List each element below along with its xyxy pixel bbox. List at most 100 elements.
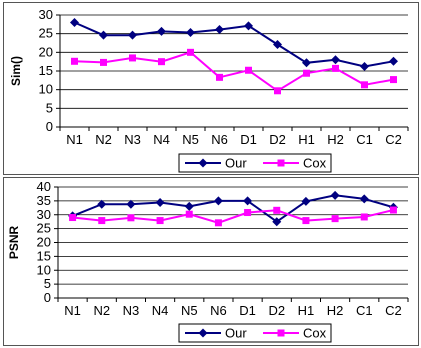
y-axis-label: PSNR xyxy=(7,225,21,259)
data-point-our xyxy=(273,39,282,49)
data-point-our xyxy=(99,30,108,40)
legend-marker-our xyxy=(198,328,208,338)
y-tick-label: 40 xyxy=(37,179,51,194)
data-point-our xyxy=(389,56,398,66)
data-point-our xyxy=(272,217,282,227)
y-tick-label: 0 xyxy=(44,290,51,305)
x-tick-label: D2 xyxy=(269,132,286,147)
psnr-chart-panel: 0 5 10 15 20 25 30 35 40 N1 N2 N3 N4 N5 N6 D1 D2 H1 H2 C1 C2… xyxy=(3,177,419,346)
x-tick-label: C2 xyxy=(385,132,402,147)
x-tick-label: H1 xyxy=(298,132,315,147)
data-point-our xyxy=(128,30,137,40)
data-point-cox xyxy=(98,217,106,225)
data-point-cox xyxy=(331,215,339,223)
x-tick-label: H2 xyxy=(327,132,344,147)
data-point-our xyxy=(359,194,369,204)
data-point-cox xyxy=(389,206,397,214)
x-tick-label: N6 xyxy=(211,132,228,147)
x-tick-label: C1 xyxy=(356,303,373,318)
data-point-cox xyxy=(158,58,165,66)
x-tick-label: H1 xyxy=(298,303,315,318)
x-tick-label: N5 xyxy=(182,132,199,147)
data-point-cox xyxy=(127,214,135,222)
data-point-cox xyxy=(214,219,222,227)
y-tick-label: 15 xyxy=(37,248,51,263)
series-line-our xyxy=(72,194,394,223)
data-point-our xyxy=(243,196,253,206)
legend-box xyxy=(178,153,332,173)
legend-marker-cox xyxy=(277,159,285,167)
y-axis-label: Sim() xyxy=(9,56,23,86)
data-point-our xyxy=(331,55,340,65)
data-point-our xyxy=(360,62,369,72)
data-point-our xyxy=(330,190,340,200)
x-tick-label: N6 xyxy=(210,303,227,318)
x-tick-label: N4 xyxy=(152,303,169,318)
data-point-cox xyxy=(185,210,193,218)
data-point-cox xyxy=(245,66,252,74)
legend-label-our: Our xyxy=(225,326,247,341)
x-tick-label: N4 xyxy=(153,132,170,147)
y-tick-label: 10 xyxy=(37,262,51,277)
y-tick-label: 30 xyxy=(39,7,53,22)
data-point-cox xyxy=(273,206,281,214)
data-point-cox xyxy=(360,213,368,221)
data-point-cox xyxy=(390,76,397,84)
x-tick-label: N3 xyxy=(123,303,140,318)
x-tick-label: C2 xyxy=(385,303,402,318)
series-line-cox xyxy=(74,51,394,92)
x-tick-label: C1 xyxy=(356,132,373,147)
x-tick-label: N3 xyxy=(124,132,141,147)
legend-marker-our xyxy=(198,158,208,168)
y-tick-label: 5 xyxy=(46,100,53,115)
data-point-cox xyxy=(361,81,368,89)
x-tick-label: H2 xyxy=(327,303,344,318)
series-line-cox xyxy=(72,209,394,224)
data-point-our xyxy=(186,28,195,38)
data-point-cox xyxy=(100,58,107,66)
x-tick-label: N2 xyxy=(95,132,112,147)
data-point-our xyxy=(301,196,311,206)
y-tick-label: 15 xyxy=(39,63,53,78)
data-point-our xyxy=(97,199,107,209)
data-point-our xyxy=(184,201,194,211)
x-tick-label: N1 xyxy=(64,303,81,318)
data-point-cox xyxy=(71,57,78,65)
legend-label-cox: Cox xyxy=(303,326,327,341)
data-point-cox xyxy=(216,73,223,81)
x-tick-label: D1 xyxy=(240,132,257,147)
legend-label-cox: Cox xyxy=(303,156,327,171)
data-point-our xyxy=(126,199,136,209)
y-tick-label: 25 xyxy=(37,221,51,236)
legend-box xyxy=(178,323,332,343)
legend-label-our: Our xyxy=(225,156,247,171)
y-tick-label: 30 xyxy=(37,207,51,222)
data-point-cox xyxy=(302,217,310,225)
data-point-our xyxy=(155,198,165,208)
sim-chart-panel: 0 5 10 15 20 25 30 N1 N2 N3 N4 N5 N6 D1 D2 H1 H2 C1 C2 Sim(… xyxy=(3,2,419,175)
data-point-cox xyxy=(332,64,339,72)
legend: Our Cox xyxy=(178,153,332,173)
data-point-cox xyxy=(274,87,281,95)
series-line-our xyxy=(74,21,394,68)
y-tick-label: 5 xyxy=(44,276,51,291)
y-tick-label: 25 xyxy=(39,26,53,41)
data-point-cox xyxy=(303,69,310,77)
legend-marker-cox xyxy=(277,329,285,337)
x-tick-label: N1 xyxy=(66,132,83,147)
data-point-our xyxy=(157,26,166,36)
data-point-our xyxy=(215,25,224,35)
data-point-cox xyxy=(187,48,194,56)
y-tick-label: 35 xyxy=(37,193,51,208)
y-tick-label: 10 xyxy=(39,82,53,97)
data-point-our xyxy=(70,17,79,27)
y-tick-label: 20 xyxy=(39,44,53,59)
data-point-our xyxy=(244,21,253,31)
y-tick-label: 20 xyxy=(37,235,51,250)
y-tick-label: 0 xyxy=(46,119,53,134)
legend: Our Cox xyxy=(178,323,332,343)
x-tick-label: N5 xyxy=(181,303,198,318)
data-point-cox xyxy=(69,214,77,222)
x-tick-label: D1 xyxy=(239,303,256,318)
